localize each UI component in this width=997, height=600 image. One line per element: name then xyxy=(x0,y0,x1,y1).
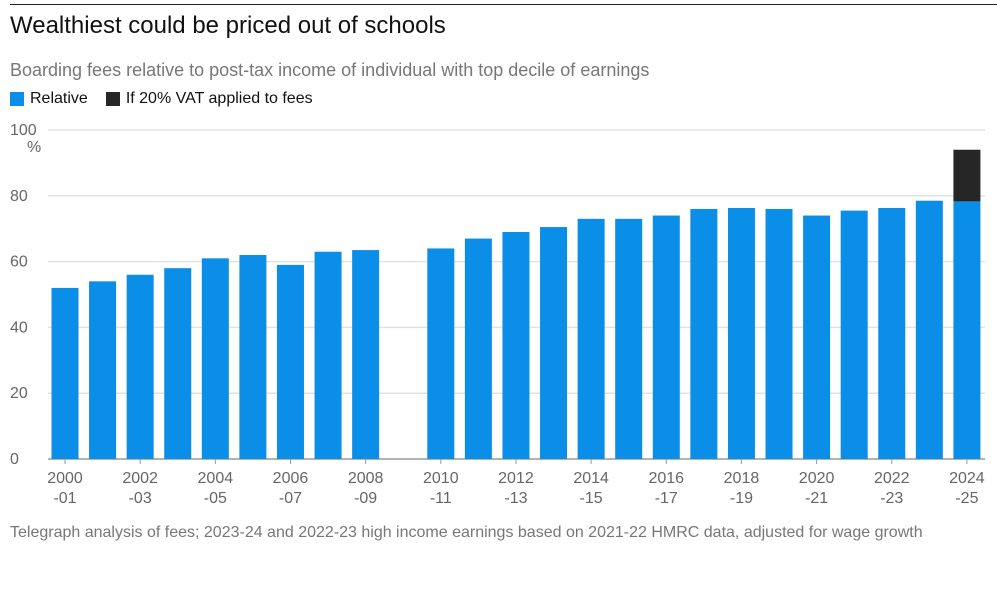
x-tick-label: -21 xyxy=(805,490,828,507)
bar-relative xyxy=(652,215,680,459)
y-tick-label: 80 xyxy=(10,188,28,205)
bar-relative xyxy=(314,251,342,459)
source-note: Telegraph analysis of fees; 2023-24 and … xyxy=(10,524,923,541)
x-tick-label: 2002 xyxy=(122,470,158,487)
x-tick-label: -03 xyxy=(129,490,152,507)
x-tick-label: -01 xyxy=(53,490,76,507)
bar-relative xyxy=(201,258,229,459)
x-tick-label: -05 xyxy=(204,490,227,507)
x-tick-label: 2016 xyxy=(648,470,684,487)
bar-vat xyxy=(953,149,981,202)
x-tick-label: -19 xyxy=(730,490,753,507)
bar-relative xyxy=(276,264,304,459)
bar-relative xyxy=(953,201,981,459)
x-tick-label: 2024 xyxy=(949,470,985,487)
bar-relative xyxy=(878,207,906,459)
x-tick-label: 2018 xyxy=(724,470,760,487)
x-tick-label: 2008 xyxy=(348,470,384,487)
legend: Relative If 20% VAT applied to fees xyxy=(10,90,313,108)
x-tick-label: -25 xyxy=(955,490,978,507)
x-tick-label: 2012 xyxy=(498,470,534,487)
y-unit-label: % xyxy=(27,139,41,156)
x-tick-label: -17 xyxy=(655,490,678,507)
bar-relative xyxy=(427,248,455,459)
legend-swatch-relative xyxy=(10,92,24,106)
legend-label: If 20% VAT applied to fees xyxy=(125,90,313,107)
bar-relative xyxy=(840,210,868,459)
bar-relative xyxy=(577,218,605,459)
x-tick-label: -15 xyxy=(580,490,603,507)
x-tick-label: 2010 xyxy=(423,470,459,487)
x-tick-label: 2014 xyxy=(573,470,609,487)
x-tick-label: -11 xyxy=(430,490,452,507)
bar-relative xyxy=(126,274,154,459)
bar-relative xyxy=(765,208,793,459)
x-tick-label: -13 xyxy=(504,490,527,507)
legend-item-relative: Relative xyxy=(10,90,88,108)
bar-relative xyxy=(540,227,568,459)
x-tick-label: -07 xyxy=(279,490,302,507)
y-tick-label: 40 xyxy=(10,319,28,336)
x-tick-label: 2006 xyxy=(273,470,309,487)
x-tick-label: -09 xyxy=(354,490,377,507)
chart-title: Wealthiest could be priced out of school… xyxy=(10,12,446,39)
top-rule xyxy=(10,4,997,5)
y-tick-label: 60 xyxy=(10,254,28,271)
bar-relative xyxy=(89,281,117,459)
bar-relative xyxy=(615,218,643,459)
legend-swatch-vat xyxy=(105,92,120,106)
bar-relative xyxy=(352,250,380,459)
bar-relative xyxy=(239,255,267,459)
bar-relative xyxy=(51,287,79,459)
bar-relative xyxy=(464,238,492,459)
x-tick-label: 2000 xyxy=(47,470,83,487)
x-tick-label: -23 xyxy=(880,490,903,507)
x-tick-label: 2004 xyxy=(198,470,234,487)
bar-relative xyxy=(915,200,943,460)
x-tick-label: 2020 xyxy=(799,470,835,487)
bar-relative xyxy=(727,207,755,459)
bar-chart: 0 20 40 60 80 100% 2000 -01 2002 -03 2004 -05 2006 -0… xyxy=(10,122,985,507)
bar-relative xyxy=(164,268,192,459)
y-tick-label: 20 xyxy=(10,385,28,402)
chart-subtitle: Boarding fees relative to post-tax incom… xyxy=(10,60,650,80)
bar-relative xyxy=(502,231,530,459)
bar-relative xyxy=(690,208,718,459)
y-tick-label: 0 xyxy=(10,451,19,468)
x-tick-label: 2022 xyxy=(874,470,910,487)
legend-label: Relative xyxy=(30,90,88,107)
y-tick-label: 100 xyxy=(10,122,37,139)
legend-item-vat: If 20% VAT applied to fees xyxy=(105,90,313,108)
bar-relative xyxy=(803,215,831,459)
